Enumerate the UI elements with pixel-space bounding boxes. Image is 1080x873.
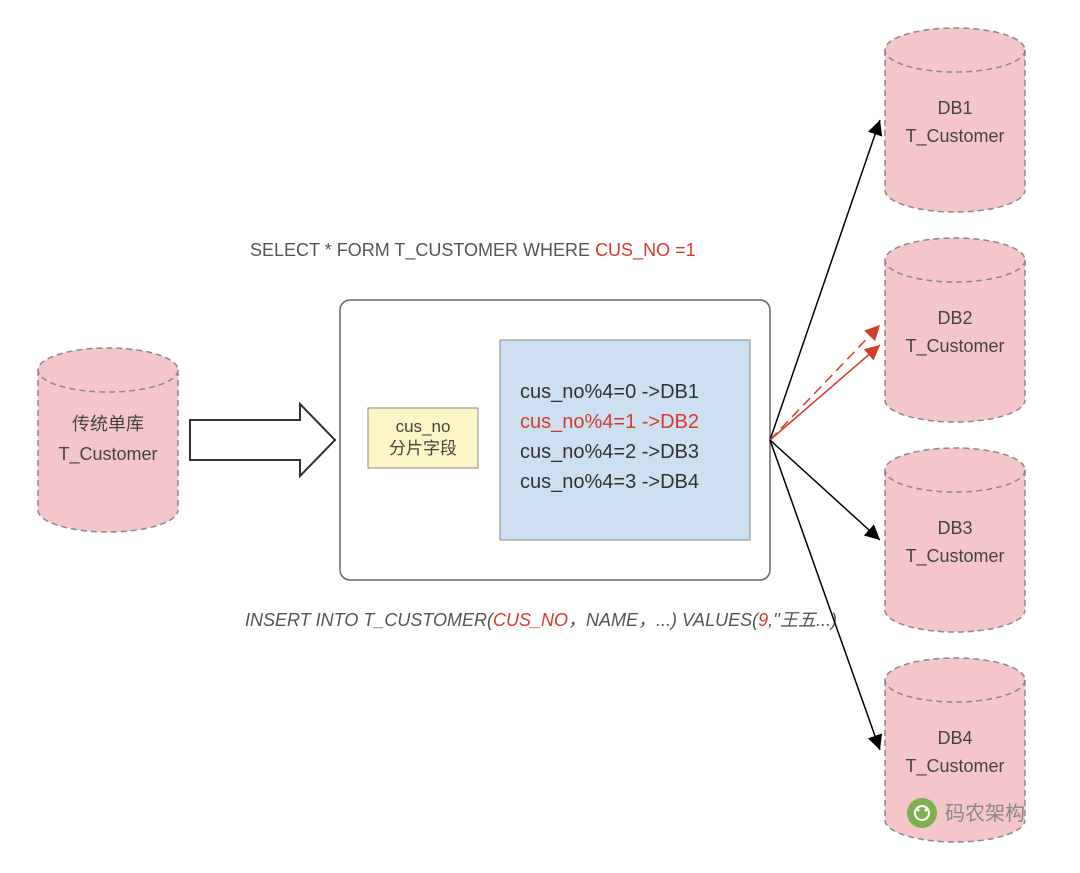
target-dbs: DB1T_CustomerDB2T_CustomerDB3T_CustomerD…: [885, 28, 1025, 842]
sql-select: SELECT * FORM T_CUSTOMER WHERE CUS_NO =1: [250, 240, 696, 261]
rule-item: cus_no%4=3 ->DB4: [520, 471, 699, 493]
svg-text:DB1: DB1: [937, 98, 972, 118]
svg-text:DB2: DB2: [937, 308, 972, 328]
rules-box: [500, 340, 750, 540]
shard-key-line1: cus_no: [396, 417, 451, 436]
edges: [770, 120, 880, 750]
db-db2: DB2 T_Customer: [885, 238, 1025, 422]
rule-item: cus_no%4=1 ->DB2: [520, 411, 699, 433]
rule-item: cus_no%4=0 ->DB1: [520, 381, 699, 403]
rule-item: cus_no%4=2 ->DB3: [520, 441, 699, 463]
svg-text:T_Customer: T_Customer: [905, 546, 1004, 567]
svg-text:T_Customer: T_Customer: [905, 756, 1004, 777]
shard-key-line2: 分片字段: [389, 439, 457, 458]
sql-insert: INSERT INTO T_CUSTOMER(CUS_NO，NAME，...) …: [245, 610, 837, 630]
source-db: 传统单库 T_Customer: [38, 348, 178, 532]
svg-text:T_Customer: T_Customer: [905, 126, 1004, 147]
watermark: 码农架构: [907, 798, 1025, 828]
svg-text:DB4: DB4: [937, 728, 972, 748]
db-db1: DB1 T_Customer: [885, 28, 1025, 212]
source-db-title: 传统单库: [72, 414, 144, 434]
edge: [770, 440, 880, 540]
svg-text:码农架构: 码农架构: [945, 802, 1025, 825]
edge: [770, 325, 880, 440]
source-db-table: T_Customer: [58, 444, 157, 465]
svg-text:T_Customer: T_Customer: [905, 336, 1004, 357]
router-box: cus_no 分片字段 cus_no%4=0 ->DB1 cus_no%4=1 -…: [340, 300, 770, 580]
svg-text:DB3: DB3: [937, 518, 972, 538]
edge: [770, 440, 880, 750]
big-arrow: [190, 404, 335, 476]
db-db3: DB3 T_Customer: [885, 448, 1025, 632]
